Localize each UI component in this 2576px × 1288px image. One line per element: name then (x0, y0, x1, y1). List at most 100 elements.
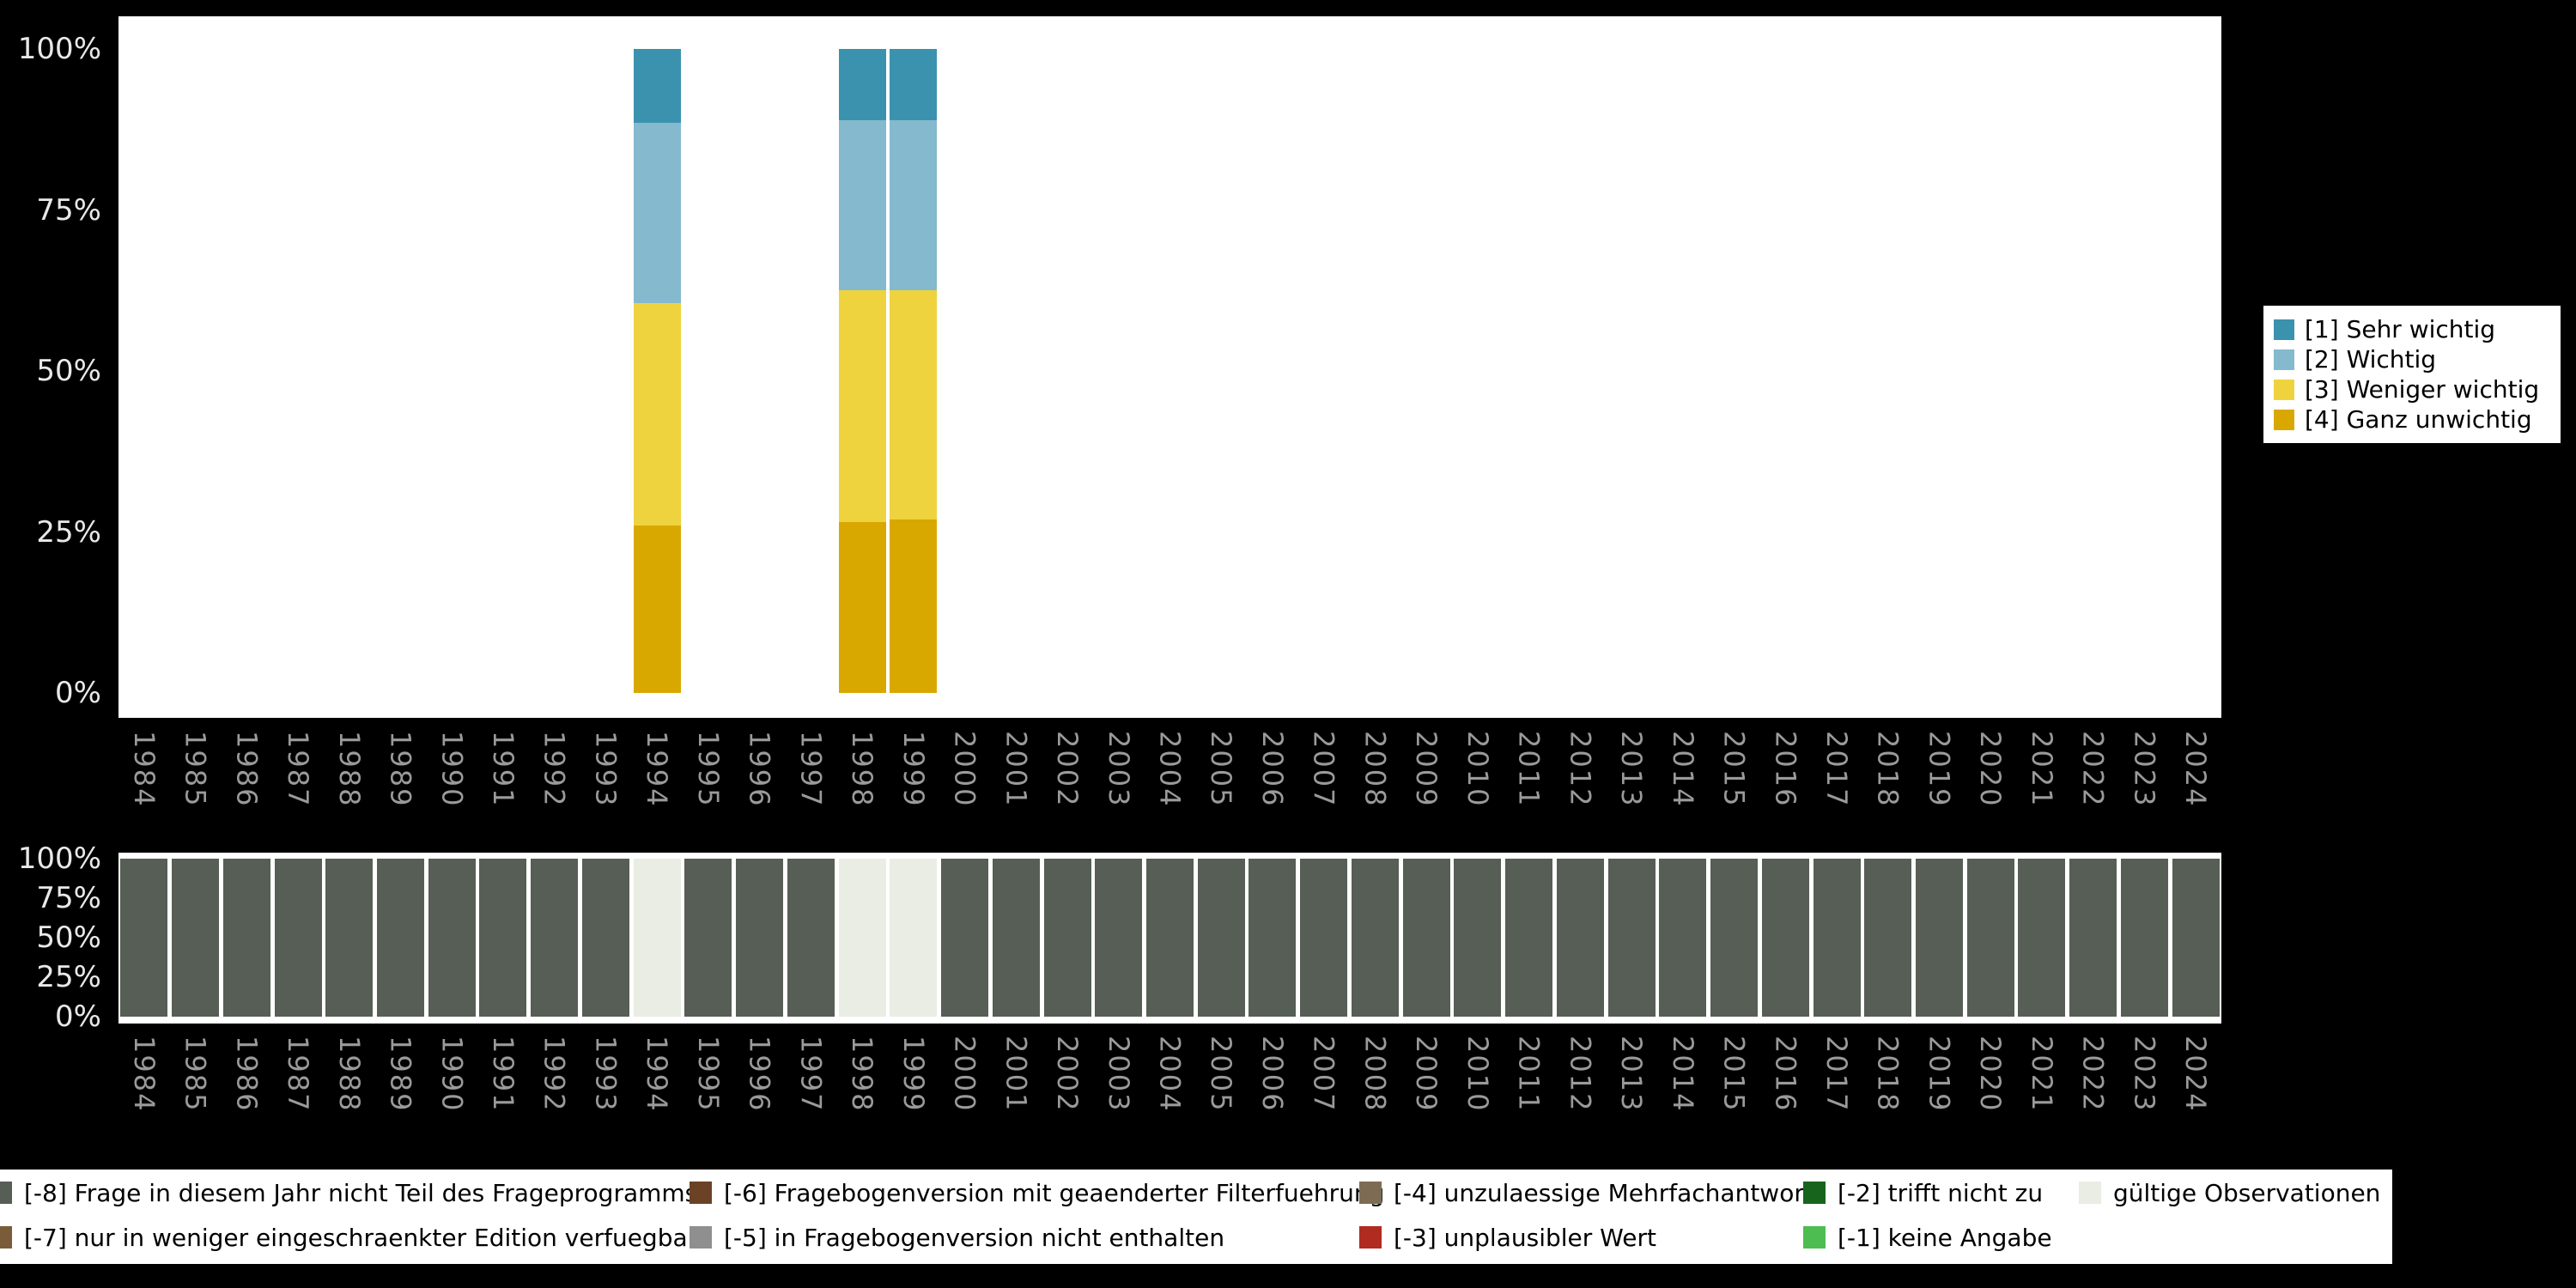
x-tick-label: 2001 (999, 731, 1033, 808)
x-tick-label: 1993 (589, 1036, 623, 1113)
x-tick-label: 1992 (538, 1036, 571, 1113)
bar-segment (2120, 859, 2168, 1017)
bar-segment (890, 519, 938, 693)
bar-segment (274, 859, 322, 1017)
missing-legend-item: [-2] trifft nicht zu (1803, 1178, 2043, 1207)
x-tick-label: 1984 (127, 731, 161, 808)
missing-legend-color-swatch (1359, 1226, 1382, 1249)
bar-segment (1146, 859, 1194, 1017)
x-tick-label: 2013 (1615, 1036, 1649, 1113)
bar-segment (838, 290, 886, 523)
legend-color-swatch (2274, 409, 2294, 430)
y-tick-label: 25% (36, 960, 101, 994)
x-tick-label: 2007 (1307, 1036, 1340, 1113)
y-tick-label: 75% (36, 881, 101, 915)
bar-segment (736, 859, 784, 1017)
x-tick-label: 2021 (2025, 1036, 2058, 1113)
missing-legend-item-label: [-2] trifft nicht zu (1838, 1178, 2044, 1207)
legend-color-swatch (2274, 319, 2294, 340)
x-tick-label: 2014 (1666, 731, 1699, 808)
missing-legend-color-swatch (1359, 1182, 1382, 1204)
bar-segment (890, 859, 938, 1017)
bar-segment (377, 859, 425, 1017)
bar-segment (1710, 859, 1759, 1017)
x-tick-label: 2022 (2076, 1036, 2110, 1113)
bar-segment (1197, 859, 1245, 1017)
x-tick-label: 1988 (332, 1036, 366, 1113)
missing-legend-item-label: [-3] unplausibler Wert (1394, 1223, 1656, 1252)
bar-segment (1864, 859, 1912, 1017)
bar-segment (1351, 859, 1399, 1017)
x-tick-label: 2009 (1410, 731, 1443, 808)
x-tick-label: 2023 (2128, 731, 2161, 808)
x-tick-label: 2004 (1153, 731, 1187, 808)
x-tick-label: 1989 (384, 731, 417, 808)
bar-segment (1966, 859, 2014, 1017)
bar-segment (531, 859, 579, 1017)
x-tick-label: 1998 (846, 1036, 879, 1113)
x-tick-label: 2024 (2179, 731, 2213, 808)
bar-segment (1659, 859, 1707, 1017)
missing-legend-item: [-6] Fragebogenversion mit geaenderter F… (690, 1178, 1384, 1207)
missing-legend-item: [-5] in Fragebogenversion nicht enthalte… (690, 1223, 1224, 1252)
x-tick-label: 1987 (282, 731, 315, 808)
x-tick-label: 2010 (1461, 1036, 1494, 1113)
y-axis-top: 0% 25% 50% 75% 100% (0, 0, 110, 1288)
missing-legend-item: [-3] unplausibler Wert (1359, 1223, 1656, 1252)
bar-segment (838, 522, 886, 693)
x-tick-label: 1990 (435, 731, 469, 808)
legend-item: [2] Wichtig (2274, 345, 2550, 374)
legend-item: [4] Ganz unwichtig (2274, 405, 2550, 434)
x-tick-label: 2008 (1358, 1036, 1392, 1113)
bar-segment (838, 859, 886, 1017)
x-tick-label: 2011 (1512, 1036, 1546, 1113)
x-tick-label: 2022 (2076, 731, 2110, 808)
x-tick-label: 2016 (1769, 731, 1802, 808)
x-tick-label: 2000 (948, 731, 981, 808)
x-tick-label: 2018 (1871, 1036, 1905, 1113)
bar-segment (633, 526, 681, 693)
bar-segment (684, 859, 732, 1017)
bar-segment (1043, 859, 1091, 1017)
x-tick-label: 2003 (1102, 1036, 1135, 1113)
x-tick-label: 2015 (1717, 1036, 1751, 1113)
x-tick-label: 2009 (1410, 1036, 1443, 1113)
y-axis-bottom: 0% 25% 50% 75% 100% (0, 0, 110, 1288)
y-tick-label: 100% (17, 32, 101, 66)
missing-legend-item-label: gültige Observationen (2113, 1178, 2381, 1207)
x-tick-label: 2002 (1051, 731, 1084, 808)
x-axis-bottom: 1984 1985 1986 1987 1988 1989 1990 1991 1992 1993… (0, 1036, 2576, 1156)
x-tick-label: 1986 (230, 1036, 264, 1113)
bar-segment (1505, 859, 1553, 1017)
legend-item-label: [1] Sehr wichtig (2305, 315, 2496, 343)
x-tick-label: 2002 (1051, 1036, 1084, 1113)
x-axis-top: 1984 1985 1986 1987 1988 1989 1990 1991 1992 1993… (0, 731, 2576, 851)
missing-legend-item-label: [-4] unzulaessige Mehrfachantwort (1394, 1178, 1814, 1207)
missing-legend-item-label: [-7] nur in weniger eingeschraenkter Edi… (24, 1223, 698, 1252)
bar-segment (172, 859, 220, 1017)
bar-segment (1915, 859, 1963, 1017)
x-tick-label: 1994 (641, 731, 674, 808)
x-tick-label: 1988 (332, 731, 366, 808)
x-tick-label: 1996 (743, 731, 776, 808)
x-tick-label: 2014 (1666, 1036, 1699, 1113)
legend-item: [3] Weniger wichtig (2274, 375, 2550, 404)
x-tick-label: 2020 (1974, 731, 2008, 808)
bar-segment (325, 859, 374, 1017)
bar-segment (120, 859, 168, 1017)
x-tick-label: 2003 (1102, 731, 1135, 808)
bar-segment (633, 123, 681, 304)
missing-legend-color-swatch (1803, 1226, 1826, 1249)
bar-segment (428, 859, 476, 1017)
x-tick-label: 2008 (1358, 731, 1392, 808)
x-tick-label: 2000 (948, 1036, 981, 1113)
bar-segment (1300, 859, 1348, 1017)
legend-item-label: [3] Weniger wichtig (2305, 375, 2540, 404)
missing-legend-item-label: [-6] Fragebogenversion mit geaenderter F… (724, 1178, 1385, 1207)
x-tick-label: 1999 (896, 731, 930, 808)
x-tick-label: 1998 (846, 731, 879, 808)
x-tick-label: 2017 (1820, 1036, 1853, 1113)
bar-segment (838, 119, 886, 291)
legend-item-label: [4] Ganz unwichtig (2305, 405, 2532, 434)
